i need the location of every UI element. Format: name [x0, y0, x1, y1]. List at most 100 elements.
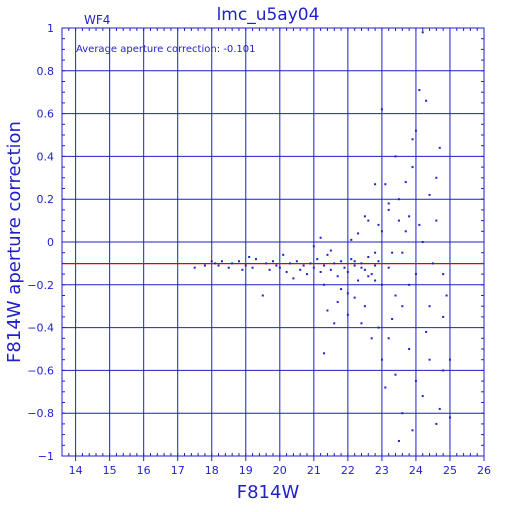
- data-point: [428, 193, 431, 196]
- data-point: [435, 219, 438, 222]
- y-tick-label: 0: [47, 236, 54, 249]
- data-point: [323, 283, 326, 286]
- data-point: [360, 262, 363, 265]
- data-point: [285, 270, 288, 273]
- data-point: [268, 268, 271, 271]
- x-tick-label: 25: [443, 464, 457, 477]
- x-tick-label: 18: [205, 464, 219, 477]
- data-point: [353, 264, 356, 267]
- data-point: [316, 258, 319, 261]
- x-tick-label: 14: [69, 464, 83, 477]
- data-point: [295, 260, 298, 263]
- data-point: [377, 326, 380, 329]
- data-point: [394, 294, 397, 297]
- data-point: [319, 236, 322, 239]
- data-point: [367, 275, 370, 278]
- data-point: [374, 279, 377, 282]
- data-point: [350, 238, 353, 241]
- data-point: [425, 99, 428, 102]
- data-point: [336, 275, 339, 278]
- y-tick-label: 0.6: [37, 108, 55, 121]
- axis-ticks: 14 15 16 17 18 19 20 21 22 23 24 25 26 −1 −0.8 −0.6 −0.4…: [27, 22, 491, 477]
- data-point: [421, 395, 424, 398]
- data-point: [418, 89, 421, 92]
- y-tick-label: −1: [38, 450, 54, 463]
- data-point: [323, 352, 326, 355]
- x-tick-label: 23: [375, 464, 389, 477]
- data-point: [254, 258, 257, 261]
- data-point: [374, 264, 377, 267]
- x-axis-label: F814W: [237, 482, 300, 503]
- data-point: [353, 296, 356, 299]
- data-point: [438, 407, 441, 410]
- data-point: [329, 249, 332, 252]
- x-tick-label: 22: [341, 464, 355, 477]
- data-point: [421, 31, 424, 34]
- data-point: [442, 369, 445, 372]
- x-tick-label: 26: [477, 464, 491, 477]
- data-point: [363, 268, 366, 271]
- data-point: [275, 264, 278, 267]
- data-point: [292, 277, 295, 280]
- data-point: [387, 202, 390, 205]
- data-point: [404, 181, 407, 184]
- data-point: [289, 262, 292, 265]
- data-point: [428, 358, 431, 361]
- average-annotation: Average aperture correction: -0.101: [76, 44, 256, 55]
- data-point: [312, 266, 315, 269]
- data-point: [357, 279, 360, 282]
- data-point: [214, 262, 217, 265]
- data-point: [367, 255, 370, 258]
- data-point: [357, 232, 360, 235]
- data-point: [428, 305, 431, 308]
- x-tick-label: 15: [103, 464, 117, 477]
- data-point: [384, 183, 387, 186]
- data-point: [370, 273, 373, 276]
- data-point: [387, 337, 390, 340]
- data-point: [282, 253, 285, 256]
- data-point: [346, 292, 349, 295]
- data-point: [241, 268, 244, 271]
- x-tick-label: 24: [409, 464, 423, 477]
- data-point: [237, 260, 240, 263]
- data-point: [394, 155, 397, 158]
- data-point: [323, 264, 326, 267]
- x-tick-label: 19: [239, 464, 253, 477]
- y-tick-label: 0.8: [37, 65, 55, 78]
- data-point: [346, 313, 349, 316]
- y-tick-label: −0.8: [27, 407, 54, 420]
- data-point: [442, 273, 445, 276]
- data-point: [401, 251, 404, 254]
- y-axis-label: F814W aperture correction: [4, 121, 25, 363]
- data-point: [380, 283, 383, 286]
- data-point: [408, 215, 411, 218]
- chart-title: lmc_u5ay04: [217, 5, 320, 25]
- data-point: [435, 176, 438, 179]
- data-point: [360, 266, 363, 269]
- data-point: [408, 283, 411, 286]
- data-point: [445, 294, 448, 297]
- x-tick-label: 20: [273, 464, 287, 477]
- data-point: [193, 266, 196, 269]
- data-point: [251, 266, 254, 269]
- data-point: [387, 266, 390, 269]
- data-point: [397, 440, 400, 443]
- y-tick-label: 0.2: [37, 193, 55, 206]
- data-point: [408, 348, 411, 350]
- data-point: [411, 429, 414, 432]
- data-point: [435, 422, 438, 425]
- data-point: [326, 309, 329, 312]
- data-point: [312, 245, 315, 248]
- data-point: [377, 223, 380, 226]
- data-point: [306, 273, 309, 276]
- data-point: [370, 337, 373, 340]
- data-point: [217, 264, 220, 267]
- data-point: [367, 219, 370, 222]
- data-point: [272, 260, 274, 263]
- data-point: [333, 322, 336, 325]
- data-point: [401, 412, 404, 415]
- data-point: [431, 262, 434, 265]
- data-point: [387, 208, 390, 211]
- x-tick-label: 17: [171, 464, 185, 477]
- y-tick-label: −0.2: [27, 279, 54, 292]
